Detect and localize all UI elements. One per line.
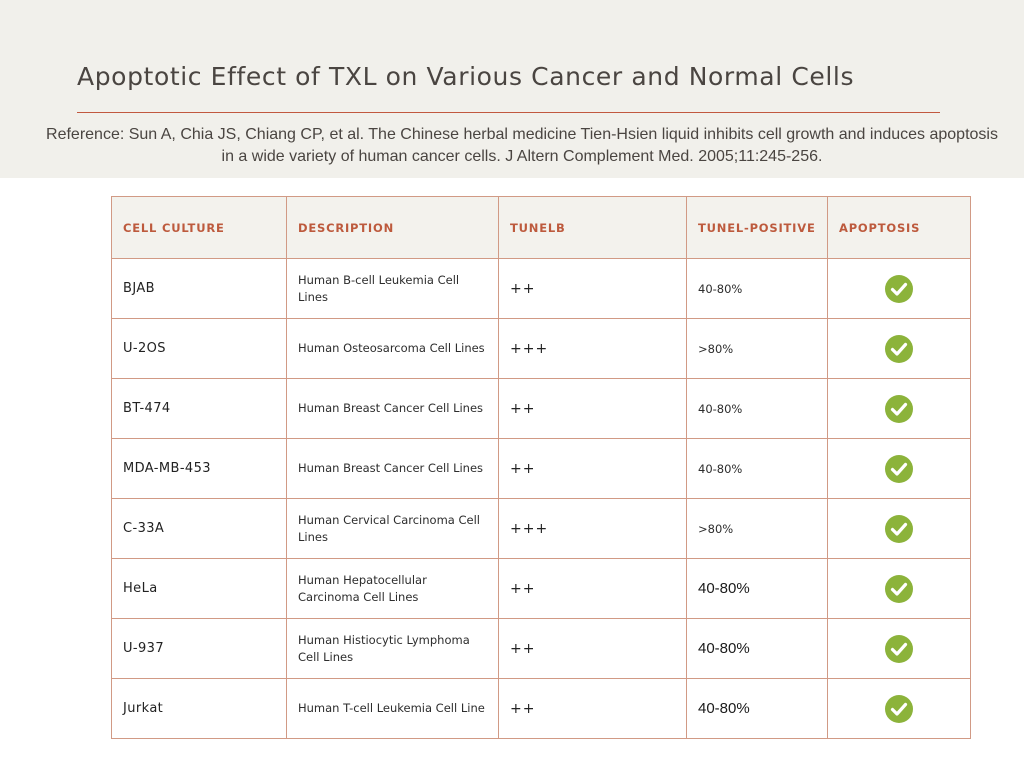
- table-row: HeLa Human Hepatocellular Carcinoma Cell…: [111, 558, 971, 619]
- check-icon: [884, 694, 914, 724]
- tunel-positive-value: 40-80%: [686, 678, 828, 739]
- table-row: U-2OS Human Osteosarcoma Cell Lines +++ …: [111, 318, 971, 379]
- tunelb-value: ++: [498, 678, 687, 739]
- check-icon: [884, 274, 914, 304]
- cell-description: Human Cervical Carcinoma Cell Lines: [286, 498, 499, 559]
- tunelb-value: ++: [498, 618, 687, 679]
- cell-description: Human T-cell Leukemia Cell Line: [286, 678, 499, 739]
- cell-culture-name: HeLa: [111, 558, 287, 619]
- table-row: MDA-MB-453 Human Breast Cancer Cell Line…: [111, 438, 971, 499]
- cell-description: Human Breast Cancer Cell Lines: [286, 378, 499, 439]
- apoptosis-cell: [827, 318, 971, 379]
- cell-culture-name: MDA-MB-453: [111, 438, 287, 499]
- header-description: DESCRIPTION: [286, 196, 499, 259]
- cell-description: Human Osteosarcoma Cell Lines: [286, 318, 499, 379]
- tunelb-value: ++: [498, 378, 687, 439]
- header-tunelb: TUNELB: [498, 196, 687, 259]
- header-apoptosis: APOPTOSIS: [827, 196, 971, 259]
- check-icon: [884, 514, 914, 544]
- cell-description: Human B-cell Leukemia Cell Lines: [286, 258, 499, 319]
- tunelb-value: +++: [498, 498, 687, 559]
- cell-culture-name: C-33A: [111, 498, 287, 559]
- apoptosis-cell: [827, 378, 971, 439]
- header-tunel-positive: TUNEL-POSITIVE: [686, 196, 828, 259]
- check-icon: [884, 634, 914, 664]
- tunel-positive-value: 40-80%: [686, 558, 828, 619]
- table-row: C-33A Human Cervical Carcinoma Cell Line…: [111, 498, 971, 559]
- cell-culture-name: U-2OS: [111, 318, 287, 379]
- check-icon: [884, 574, 914, 604]
- check-icon: [884, 454, 914, 484]
- reference-text: Reference: Sun A, Chia JS, Chiang CP, et…: [46, 126, 998, 165]
- title-divider: [77, 112, 940, 113]
- apoptosis-cell: [827, 678, 971, 739]
- check-icon: [884, 394, 914, 424]
- tunel-positive-value: 40-80%: [686, 258, 828, 319]
- cell-culture-name: BJAB: [111, 258, 287, 319]
- tunel-positive-value: 40-80%: [686, 438, 828, 499]
- cell-description: Human Hepatocellular Carcinoma Cell Line…: [286, 558, 499, 619]
- apoptosis-table: CELL CULTURE DESCRIPTION TUNELB TUNEL-PO…: [111, 196, 971, 739]
- tunelb-value: ++: [498, 558, 687, 619]
- cell-description: Human Breast Cancer Cell Lines: [286, 438, 499, 499]
- table-row: BT-474 Human Breast Cancer Cell Lines ++…: [111, 378, 971, 439]
- page-title: Apoptotic Effect of TXL on Various Cance…: [77, 62, 855, 91]
- header-band: [0, 0, 1024, 178]
- apoptosis-cell: [827, 558, 971, 619]
- cell-description: Human Histiocytic Lymphoma Cell Lines: [286, 618, 499, 679]
- tunel-positive-value: >80%: [686, 318, 828, 379]
- tunel-positive-value: 40-80%: [686, 618, 828, 679]
- table-row: Jurkat Human T-cell Leukemia Cell Line +…: [111, 678, 971, 739]
- table-row: U-937 Human Histiocytic Lymphoma Cell Li…: [111, 618, 971, 679]
- apoptosis-cell: [827, 258, 971, 319]
- apoptosis-cell: [827, 438, 971, 499]
- tunel-positive-value: 40-80%: [686, 378, 828, 439]
- tunelb-value: +++: [498, 318, 687, 379]
- tunelb-value: ++: [498, 438, 687, 499]
- header-cell-culture: CELL CULTURE: [111, 196, 287, 259]
- check-icon: [884, 334, 914, 364]
- table-row: BJAB Human B-cell Leukemia Cell Lines ++…: [111, 258, 971, 319]
- cell-culture-name: U-937: [111, 618, 287, 679]
- tunelb-value: ++: [498, 258, 687, 319]
- table-header-row: CELL CULTURE DESCRIPTION TUNELB TUNEL-PO…: [111, 196, 971, 259]
- tunel-positive-value: >80%: [686, 498, 828, 559]
- apoptosis-cell: [827, 618, 971, 679]
- apoptosis-cell: [827, 498, 971, 559]
- cell-culture-name: Jurkat: [111, 678, 287, 739]
- cell-culture-name: BT-474: [111, 378, 287, 439]
